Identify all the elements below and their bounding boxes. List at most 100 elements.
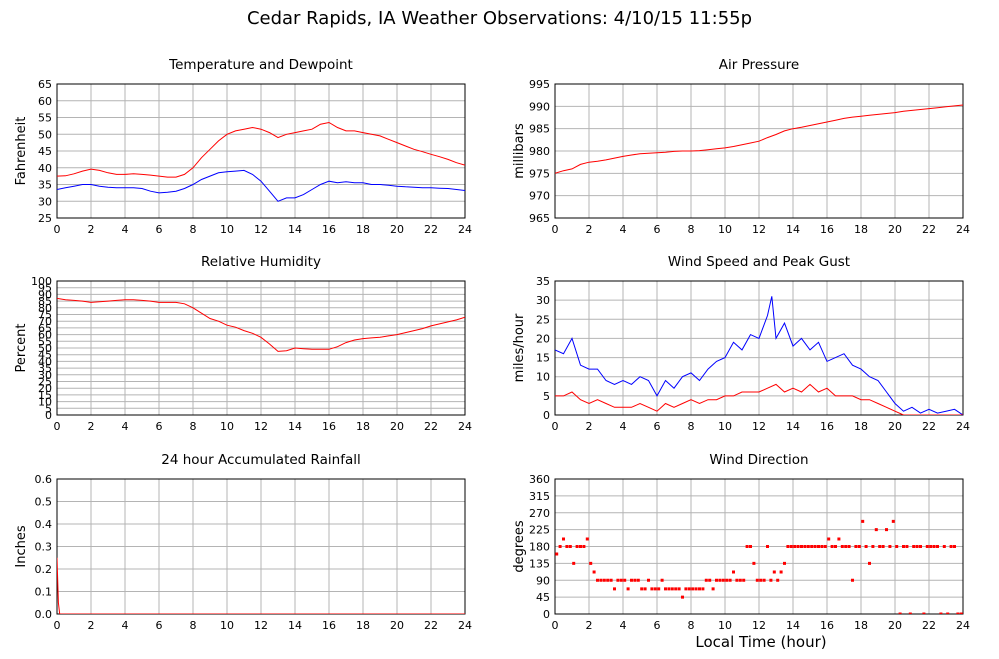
y-axis-label: Inches bbox=[14, 525, 29, 567]
x-tick-label: 24 bbox=[458, 420, 472, 433]
scatter-series bbox=[555, 519, 963, 614]
data-point bbox=[681, 595, 684, 599]
data-point bbox=[844, 545, 848, 548]
x-tick-label: 16 bbox=[820, 420, 834, 433]
series-line-0 bbox=[555, 296, 963, 415]
y-tick-label: 30 bbox=[38, 195, 52, 208]
y-tick-label: 90 bbox=[38, 288, 52, 301]
y-tick-label: 50 bbox=[38, 128, 52, 141]
data-point bbox=[572, 561, 576, 565]
series-line-1 bbox=[555, 383, 963, 415]
y-tick-label: 10 bbox=[536, 371, 550, 384]
data-point bbox=[694, 587, 698, 591]
data-point bbox=[711, 587, 715, 591]
y-tick-label: 0.4 bbox=[35, 518, 53, 531]
data-point bbox=[704, 578, 708, 582]
x-tick-label: 0 bbox=[552, 223, 559, 236]
data-point bbox=[732, 570, 735, 574]
y-tick-label: 0 bbox=[543, 409, 550, 422]
data-point bbox=[912, 545, 916, 548]
y-tick-label: 975 bbox=[529, 167, 550, 180]
x-tick-label: 22 bbox=[922, 223, 936, 236]
data-point bbox=[942, 545, 946, 548]
data-point bbox=[936, 545, 939, 548]
data-point bbox=[596, 578, 599, 582]
x-tick-label: 8 bbox=[688, 223, 695, 236]
data-point bbox=[813, 545, 817, 548]
data-point bbox=[820, 545, 824, 548]
data-point bbox=[919, 545, 922, 548]
x-tick-label: 8 bbox=[190, 619, 197, 632]
data-point bbox=[837, 537, 841, 541]
x-tick-label: 14 bbox=[786, 420, 800, 433]
data-point bbox=[657, 587, 661, 591]
data-point bbox=[721, 578, 725, 582]
data-point bbox=[558, 545, 562, 548]
data-point bbox=[749, 545, 752, 548]
x-tick-label: 20 bbox=[390, 420, 404, 433]
series-line-0 bbox=[57, 297, 465, 352]
x-tick-label: 10 bbox=[220, 420, 234, 433]
data-point bbox=[817, 545, 820, 548]
x-tick-label: 4 bbox=[620, 420, 627, 433]
data-point bbox=[854, 545, 858, 548]
x-tick-label: 20 bbox=[390, 619, 404, 632]
x-tick-label: 18 bbox=[854, 619, 868, 632]
x-tick-label: 10 bbox=[220, 619, 234, 632]
data-point bbox=[908, 612, 912, 614]
data-point bbox=[959, 612, 963, 614]
data-point bbox=[636, 578, 640, 582]
x-tick-label: 2 bbox=[88, 619, 95, 632]
x-tick-label: 0 bbox=[54, 223, 61, 236]
data-point bbox=[847, 545, 851, 548]
data-point bbox=[762, 578, 766, 582]
x-tick-label: 16 bbox=[322, 420, 336, 433]
data-point bbox=[755, 578, 759, 582]
data-point bbox=[653, 587, 657, 591]
y-tick-label: 70 bbox=[38, 315, 52, 328]
data-point bbox=[650, 587, 654, 591]
y-tick-label: 25 bbox=[38, 376, 52, 389]
data-point bbox=[718, 578, 722, 582]
data-point bbox=[874, 528, 878, 532]
x-tick-label: 20 bbox=[888, 619, 902, 632]
data-point bbox=[592, 570, 596, 574]
x-tick-label: 10 bbox=[718, 223, 732, 236]
y-tick-label: 40 bbox=[38, 355, 52, 368]
y-tick-label: 40 bbox=[38, 162, 52, 175]
data-point bbox=[623, 578, 627, 582]
data-point bbox=[609, 578, 613, 582]
data-point bbox=[902, 545, 905, 548]
y-axis-label: miles/hour bbox=[512, 313, 527, 382]
y-tick-label: 180 bbox=[529, 541, 550, 554]
x-tick-label: 10 bbox=[718, 420, 732, 433]
data-point bbox=[555, 552, 559, 556]
x-tick-label: 24 bbox=[956, 420, 970, 433]
x-tick-label: 12 bbox=[254, 420, 268, 433]
x-tick-label: 4 bbox=[122, 619, 129, 632]
data-point bbox=[728, 578, 732, 582]
data-point bbox=[905, 545, 909, 548]
data-point bbox=[800, 545, 803, 548]
y-axis-label: millibars bbox=[512, 123, 527, 179]
x-tick-label: 14 bbox=[786, 223, 800, 236]
x-tick-label: 4 bbox=[620, 619, 627, 632]
x-tick-label: 18 bbox=[356, 420, 370, 433]
data-point bbox=[895, 545, 899, 548]
y-tick-label: 0.6 bbox=[35, 473, 53, 486]
y-tick-label: 30 bbox=[38, 369, 52, 382]
x-tick-label: 8 bbox=[688, 619, 695, 632]
data-point bbox=[701, 587, 705, 591]
x-tick-label: 6 bbox=[156, 223, 163, 236]
data-point bbox=[946, 612, 950, 614]
y-tick-label: 15 bbox=[536, 352, 550, 365]
x-tick-label: 22 bbox=[922, 619, 936, 632]
data-point bbox=[742, 578, 746, 582]
data-point bbox=[619, 578, 623, 582]
y-tick-label: 360 bbox=[529, 473, 550, 486]
chart-title: Wind Speed and Peak Gust bbox=[668, 254, 850, 270]
data-point bbox=[667, 587, 671, 591]
x-tick-label: 6 bbox=[654, 223, 661, 236]
x-tick-label: 16 bbox=[820, 223, 834, 236]
